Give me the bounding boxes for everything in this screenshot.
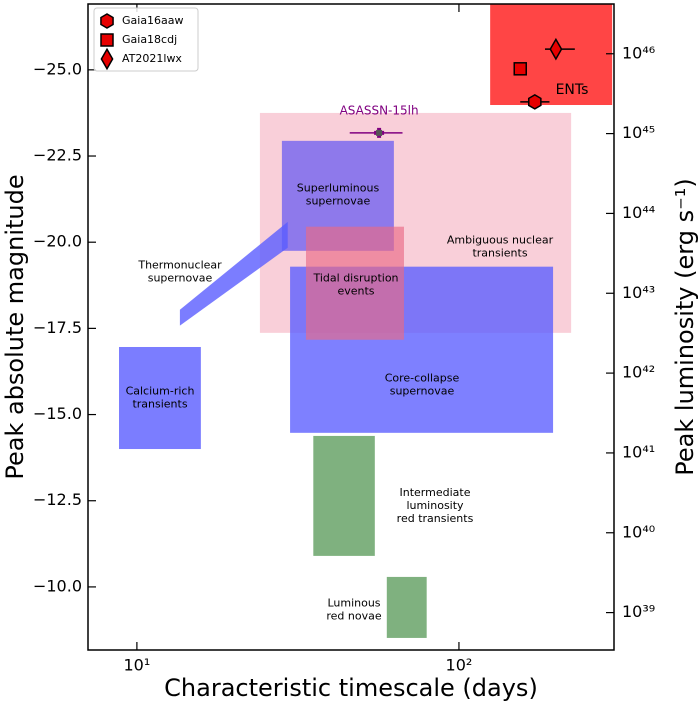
region-label: Ambiguous nuclear transients <box>447 233 554 259</box>
region-label: Luminous red novae <box>326 596 381 622</box>
y-tick-label: −22.5 <box>33 146 82 165</box>
x-tick-label: 10² <box>446 656 473 675</box>
y-tick-label: −15.0 <box>33 404 82 423</box>
region-label: Thermonuclear supernovae <box>137 258 222 284</box>
y2-tick-label: 10⁴⁴ <box>622 203 655 222</box>
y-tick-label: −25.0 <box>33 59 82 78</box>
legend-label: Gaia16aaw <box>122 14 184 27</box>
region-label: Core-collapse supernovae <box>385 371 460 397</box>
marker <box>100 13 114 29</box>
marker <box>549 37 563 61</box>
region <box>490 4 613 106</box>
y2-tick-label: 10⁴³ <box>622 283 655 302</box>
y2-tick-label: 10⁴⁵ <box>622 123 655 142</box>
region-label: Superluminous supernovae <box>297 181 380 207</box>
region-label: ENTs <box>556 82 589 98</box>
y2-tick-label: 10³⁹ <box>622 602 655 621</box>
marker <box>100 47 114 71</box>
plot-frame <box>87 3 615 651</box>
marker <box>513 62 527 76</box>
x-axis-label: Characteristic timescale (days) <box>164 674 538 702</box>
marker-core <box>376 129 383 136</box>
legend-label: AT2021lwx <box>122 52 182 65</box>
region <box>119 346 201 450</box>
regions <box>119 4 613 638</box>
region-label: Intermediate luminosity red transients <box>397 486 474 525</box>
region <box>313 435 375 556</box>
y2-axis-label: Peak luminosity (erg s⁻¹) <box>671 178 699 475</box>
region <box>386 576 427 638</box>
legend-label: Gaia18cdj <box>122 33 177 46</box>
marker <box>527 94 542 110</box>
region <box>305 226 404 340</box>
x-tick-label: 10¹ <box>124 656 151 675</box>
region-band <box>179 221 288 326</box>
y-tick-label: −20.0 <box>33 232 82 251</box>
y-tick-label: −17.5 <box>33 318 82 337</box>
point-label: ASASSN-15lh <box>340 103 419 117</box>
y-axis-label: Peak absolute magnitude <box>1 174 29 479</box>
region-label: Tidal disruption events <box>312 271 398 297</box>
y2-tick-label: 10⁴¹ <box>622 442 655 461</box>
y2-tick-label: 10⁴⁶ <box>622 43 655 62</box>
y2-tick-label: 10⁴⁰ <box>622 522 655 541</box>
y-tick-label: −12.5 <box>33 490 82 509</box>
legend-box <box>93 7 199 72</box>
y-tick-label: −10.0 <box>33 576 82 595</box>
region-label: Calcium-rich transients <box>126 384 195 410</box>
y2-tick-label: 10⁴² <box>622 363 655 382</box>
marker <box>100 33 114 47</box>
